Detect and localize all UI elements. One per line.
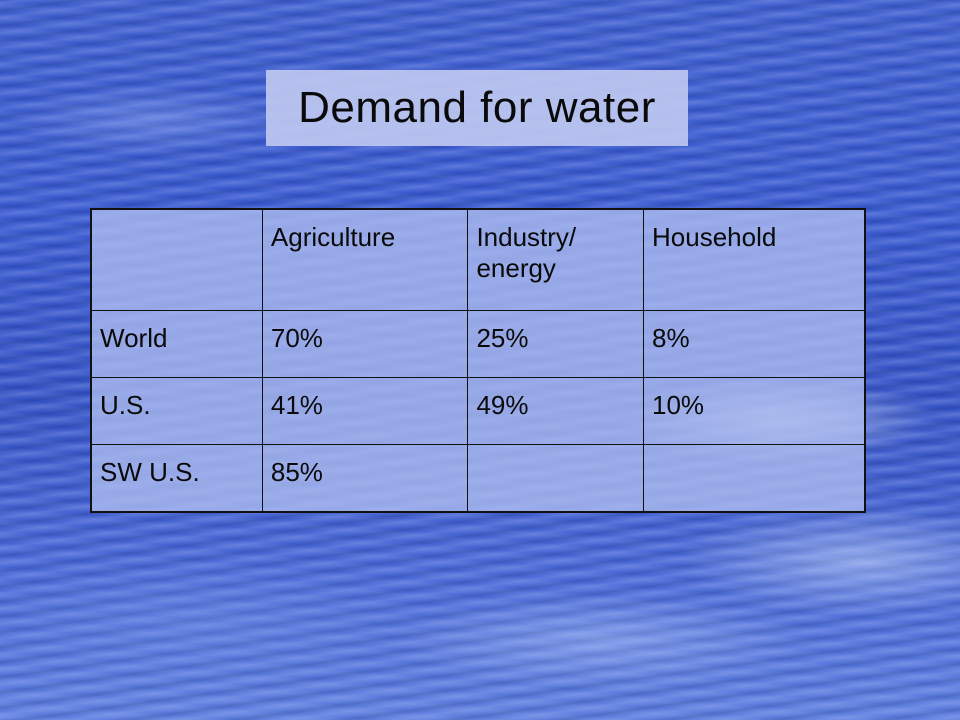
cell-household: 8% [643,310,866,378]
table-row: SW U.S. 85% [90,444,866,513]
title-box: Demand for water [266,70,688,146]
cell-industry-energy: 25% [467,310,645,378]
header-cell-household: Household [643,208,866,311]
header-cell-empty [90,208,263,311]
slide-title: Demand for water [298,83,656,132]
header-cell-agriculture: Agriculture [261,208,469,311]
cell-industry-energy [467,444,645,513]
table-row: U.S. 41% 49% 10% [90,377,866,445]
row-label: World [90,310,263,378]
table-header-row: Agriculture Industry/ energy Household [90,208,866,311]
row-label: SW U.S. [90,444,263,513]
cell-household: 10% [643,377,866,445]
header-cell-industry-energy: Industry/ energy [467,208,645,311]
cell-household [643,444,866,513]
row-label: U.S. [90,377,263,445]
water-demand-table: Agriculture Industry/ energy Household W… [90,208,866,513]
cell-agriculture: 70% [261,310,469,378]
cell-agriculture: 85% [261,444,469,513]
cell-agriculture: 41% [261,377,469,445]
table-row: World 70% 25% 8% [90,310,866,378]
cell-industry-energy: 49% [467,377,645,445]
